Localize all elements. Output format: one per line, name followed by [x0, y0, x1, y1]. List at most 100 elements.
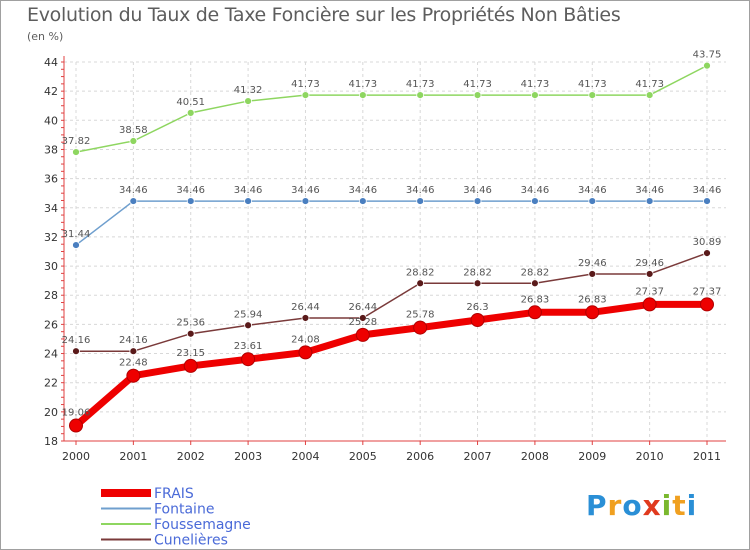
- data-label-foussemagne: 41.73: [406, 79, 435, 90]
- series-line-cuneli-res: [76, 252, 708, 352]
- logo-letter: i: [686, 489, 698, 522]
- series-line-foussemagne: [75, 64, 708, 153]
- logo-letter: r: [607, 489, 623, 522]
- y-tick-label: 44: [44, 56, 58, 69]
- data-point-fontaine: [129, 197, 138, 205]
- data-point-cuneli-res: [645, 270, 654, 278]
- x-tick-label: 2003: [234, 450, 262, 463]
- data-point-foussemagne: [72, 148, 80, 156]
- data-point-cuneli-res: [588, 270, 597, 278]
- data-point-fontaine: [72, 241, 80, 249]
- data-point-cuneli-res: [531, 279, 539, 288]
- y-tick-label: 26: [44, 318, 58, 331]
- data-label-cuneli-res: 28.82: [521, 267, 550, 278]
- data-point-cuneli-res: [358, 314, 367, 322]
- data-label-cuneli-res: 24.16: [119, 335, 148, 346]
- data-point-cuneli-res: [244, 321, 252, 330]
- data-label-fontaine: 34.46: [693, 185, 722, 196]
- logo-letter: x: [642, 489, 662, 522]
- data-label-foussemagne: 37.82: [62, 136, 91, 147]
- data-point-foussemagne: [186, 108, 195, 117]
- data-point-frais: [355, 327, 370, 342]
- data-label-frais: 19.06: [62, 408, 91, 419]
- y-tick-label: 20: [44, 406, 58, 419]
- data-point-foussemagne: [129, 137, 138, 145]
- x-tick-label: 2007: [464, 450, 492, 463]
- data-point-frais: [183, 358, 198, 373]
- data-label-fontaine: 34.46: [578, 185, 607, 196]
- data-label-foussemagne: 41.73: [635, 79, 664, 90]
- data-point-cuneli-res: [72, 347, 80, 356]
- x-tick-label: 2005: [349, 450, 377, 463]
- data-point-fontaine: [244, 197, 252, 205]
- x-tick-label: 2006: [406, 450, 434, 463]
- data-point-cuneli-res: [186, 329, 195, 338]
- data-label-frais: 23.61: [234, 341, 263, 352]
- data-point-frais: [527, 305, 542, 320]
- legend-label-fontaine: Fontaine: [154, 502, 214, 518]
- data-label-foussemagne: 41.73: [578, 79, 607, 90]
- data-point-cuneli-res: [129, 347, 138, 356]
- legend-label-frais: FRAIS: [154, 486, 194, 502]
- data-point-fontaine: [645, 197, 654, 205]
- data-label-fontaine: 31.44: [62, 229, 91, 240]
- data-label-cuneli-res: 26.44: [348, 302, 377, 313]
- data-label-frais: 26.3: [466, 302, 488, 313]
- data-point-frais: [413, 320, 428, 335]
- data-point-frais: [298, 345, 313, 360]
- y-tick-label: 18: [44, 435, 58, 448]
- series-line-fontaine: [75, 200, 707, 246]
- data-point-foussemagne: [588, 91, 597, 99]
- data-label-cuneli-res: 26.44: [291, 302, 320, 313]
- data-point-frais: [241, 352, 256, 367]
- data-label-foussemagne: 38.58: [119, 125, 148, 136]
- x-tick-label: 2001: [119, 450, 147, 463]
- y-tick-label: 42: [44, 85, 58, 98]
- y-tick-label: 32: [44, 231, 58, 244]
- data-label-foussemagne: 41.73: [291, 79, 320, 90]
- y-tick-label: 28: [44, 289, 58, 302]
- data-label-frais: 27.37: [693, 286, 722, 297]
- data-point-foussemagne: [301, 91, 310, 99]
- data-label-frais: 22.48: [119, 358, 148, 369]
- x-tick-label: 2010: [636, 450, 664, 463]
- data-label-fontaine: 34.46: [635, 185, 664, 196]
- data-point-foussemagne: [416, 91, 425, 99]
- y-axis-unit: (en %): [27, 30, 64, 43]
- x-tick-label: 2004: [291, 450, 319, 463]
- data-label-cuneli-res: 29.46: [578, 258, 607, 269]
- y-tick-label: 36: [44, 173, 58, 186]
- data-point-fontaine: [531, 197, 539, 205]
- y-tick-label: 30: [44, 260, 58, 273]
- data-label-fontaine: 34.46: [234, 185, 263, 196]
- x-tick-label: 2009: [578, 450, 606, 463]
- data-label-cuneli-res: 25.94: [234, 309, 263, 320]
- data-point-frais: [642, 297, 657, 312]
- data-label-frais: 27.37: [635, 286, 664, 297]
- data-point-cuneli-res: [301, 314, 310, 322]
- y-tick-label: 24: [44, 348, 58, 361]
- data-label-fontaine: 34.46: [521, 185, 550, 196]
- data-label-frais: 26.83: [578, 294, 607, 305]
- data-point-frais: [470, 313, 485, 328]
- data-label-fontaine: 34.46: [348, 185, 377, 196]
- data-point-foussemagne: [531, 91, 539, 99]
- proxiti-logo: Proxiti: [586, 489, 697, 522]
- data-point-foussemagne: [473, 91, 482, 99]
- y-tick-label: 22: [44, 377, 58, 390]
- logo-letter: t: [672, 489, 687, 522]
- data-point-fontaine: [416, 197, 425, 205]
- data-point-frais: [700, 297, 714, 312]
- logo-letter: P: [586, 489, 608, 522]
- data-label-foussemagne: 41.73: [521, 79, 550, 90]
- data-label-frais: 24.08: [291, 334, 320, 345]
- data-point-fontaine: [473, 197, 482, 205]
- data-point-foussemagne: [703, 61, 711, 70]
- data-point-foussemagne: [358, 91, 367, 99]
- data-point-cuneli-res: [416, 279, 425, 288]
- data-label-frais: 25.78: [406, 310, 435, 321]
- data-label-foussemagne: 41.32: [234, 85, 263, 96]
- data-point-fontaine: [358, 197, 367, 205]
